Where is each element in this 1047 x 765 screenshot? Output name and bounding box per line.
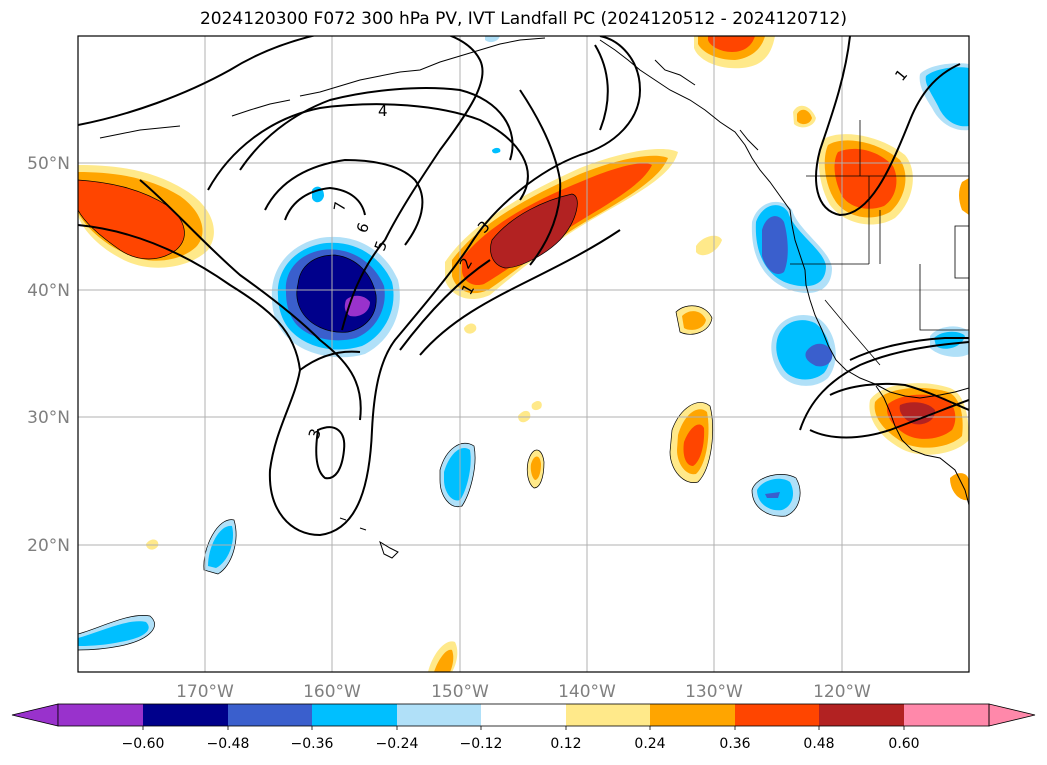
map-frame <box>77 35 970 673</box>
colorbar-swatch <box>566 704 650 726</box>
colorbar-swatch <box>228 704 312 726</box>
contour-label: 4 <box>378 102 388 120</box>
lat-label: 30°N <box>27 408 70 428</box>
colorbar-swatch <box>735 704 819 726</box>
colorbar-swatch <box>481 704 566 726</box>
gridlines <box>78 36 969 672</box>
colorbar-swatch <box>819 704 904 726</box>
lon-label: 150°W <box>431 682 489 702</box>
shading-outlines <box>78 179 801 651</box>
colorbar-tick-label: −0.36 <box>291 736 334 752</box>
colorbar-tick-label: 0.48 <box>803 736 834 752</box>
lon-label: 170°W <box>176 682 234 702</box>
colorbar-tick-label: −0.12 <box>460 736 503 752</box>
figure-title: 2024120300 F072 300 hPa PV, IVT Landfall… <box>199 9 847 29</box>
lon-label-group: 170°W 160°W 150°W 140°W 130°W 120°W <box>176 682 871 702</box>
colorbar-swatch <box>312 704 397 726</box>
colorbar-tick-label: −0.24 <box>376 736 419 752</box>
colorbar-tick-label: 0.36 <box>719 736 750 752</box>
colorbar-tick-label: −0.60 <box>122 736 165 752</box>
colorbar-tick-label: 0.12 <box>550 736 581 752</box>
colorbar-swatch <box>143 704 228 726</box>
lon-label: 140°W <box>558 682 616 702</box>
pv-contours <box>78 36 969 537</box>
colorbar-over-triangle <box>988 703 1036 727</box>
colorbar: −0.60 −0.48 −0.36 −0.24 −0.12 0.12 0.24 … <box>11 703 1036 752</box>
colorbar-tick-label: 0.60 <box>888 736 919 752</box>
colorbar-swatch <box>904 704 989 726</box>
lat-label: 40°N <box>27 281 70 301</box>
contour-label: 7 <box>330 200 349 213</box>
colorbar-tick-label: −0.48 <box>207 736 250 752</box>
lon-label: 130°W <box>685 682 743 702</box>
lon-label: 160°W <box>303 682 361 702</box>
lon-label: 120°W <box>813 682 871 702</box>
political-borders <box>790 120 969 366</box>
lat-label-group: 50°N 40°N 30°N 20°N <box>27 154 70 556</box>
negative-shading <box>78 36 969 650</box>
map-panel: 1 2 3 4 5 6 7 3 1 <box>78 36 969 672</box>
lat-label: 50°N <box>27 154 70 174</box>
colorbar-swatch <box>397 704 481 726</box>
colorbar-tick-label: 0.24 <box>634 736 665 752</box>
colorbar-under-triangle <box>11 703 59 727</box>
coastlines <box>99 37 969 559</box>
colorbar-swatch <box>58 704 143 726</box>
lat-label: 20°N <box>27 536 70 556</box>
colorbar-swatch <box>650 704 735 726</box>
